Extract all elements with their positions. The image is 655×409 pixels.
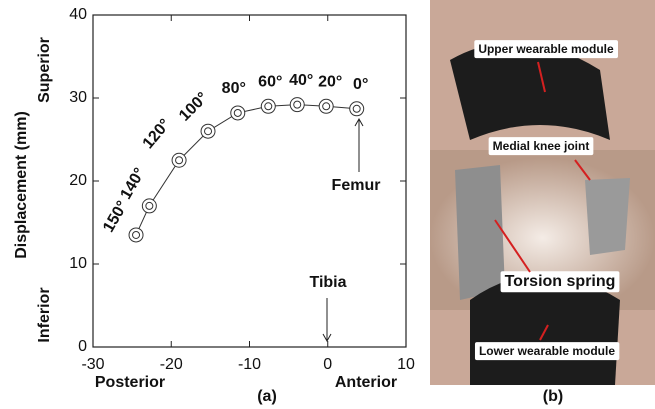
x-tick-label: -30 (81, 356, 104, 373)
x-tick-label: -10 (238, 356, 261, 373)
figure: Upper wearable module Medial knee joint To… (0, 0, 655, 409)
y-tick-label: 30 (69, 89, 87, 106)
point (172, 153, 186, 167)
point-label: 20° (318, 74, 342, 91)
direction-label: Anterior (335, 374, 397, 391)
point-label: 140° (117, 165, 148, 202)
point-label: 120° (140, 116, 174, 152)
photo-label: Upper wearable module (478, 42, 614, 56)
point-label: 100° (176, 89, 211, 124)
point-label: 150° (100, 198, 131, 235)
annotation: Femur (332, 177, 381, 194)
point-label: 80° (222, 80, 246, 97)
point (261, 99, 275, 113)
y-axis-label: Displacement (mm) (13, 111, 30, 259)
panel-label: (b) (543, 388, 563, 405)
y-tick-label: 10 (69, 255, 87, 272)
x-tick-label: 0 (323, 356, 332, 373)
panel-label: (a) (257, 388, 277, 405)
point (350, 102, 364, 116)
x-tick-label: 10 (397, 356, 415, 373)
point-label: 40° (289, 72, 313, 89)
y-tick-label: 20 (69, 172, 87, 189)
y-tick-label: 40 (69, 6, 87, 23)
photo-label: Lower wearable module (479, 344, 615, 358)
point-label: 0° (353, 76, 368, 93)
direction-label: Posterior (95, 374, 165, 391)
photo-label: Medial knee joint (493, 139, 590, 153)
point (231, 106, 245, 120)
point (319, 99, 333, 113)
point (129, 228, 143, 242)
arrow (323, 119, 363, 341)
x-tick-label: -20 (160, 356, 183, 373)
annotation: Tibia (309, 274, 346, 291)
point (290, 98, 304, 112)
point (142, 199, 156, 213)
point (201, 124, 215, 138)
point-label: 60° (258, 74, 282, 91)
direction-label: Superior (36, 37, 53, 103)
y-tick-label: 0 (78, 338, 87, 355)
direction-label: Inferior (36, 287, 53, 342)
photo-label: Torsion spring (505, 273, 616, 290)
